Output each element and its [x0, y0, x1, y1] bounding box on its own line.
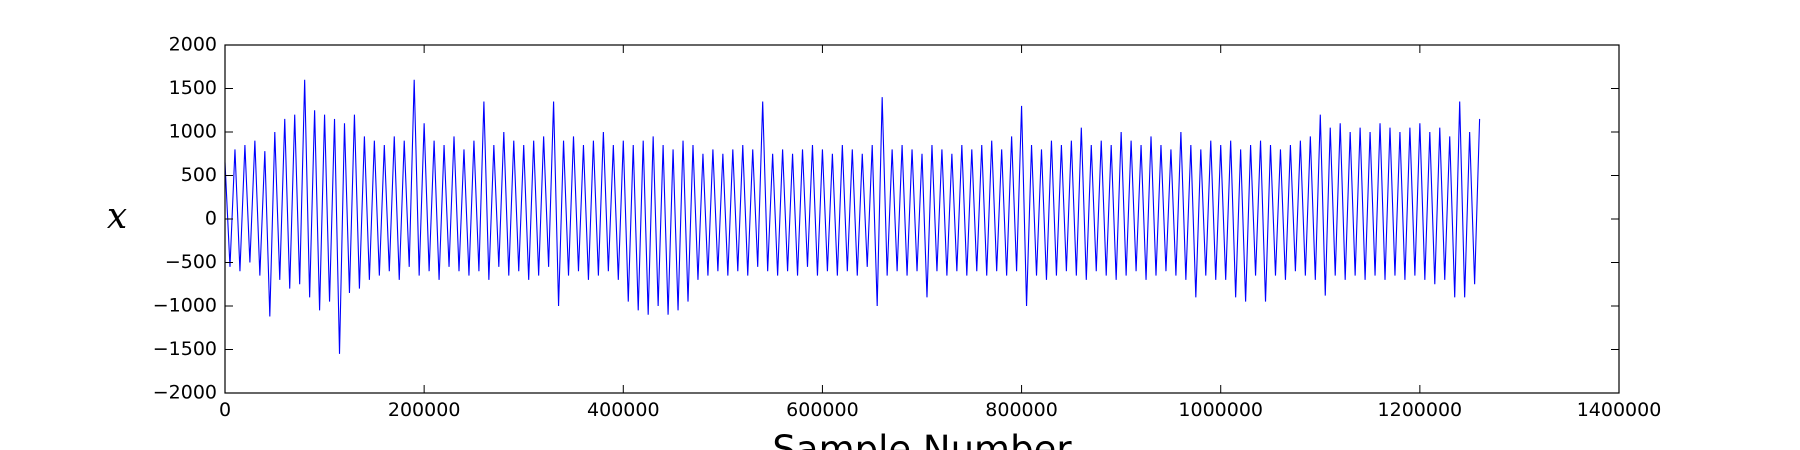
y-axis-label: x — [107, 196, 127, 237]
x-tick-label: 400000 — [587, 399, 660, 421]
y-tick-label: 2000 — [169, 34, 217, 56]
y-tick-label: 0 — [205, 208, 217, 230]
x-tick-label: 1200000 — [1378, 399, 1463, 421]
x-tick-label: 1400000 — [1577, 399, 1662, 421]
x-tick-label: 600000 — [786, 399, 859, 421]
y-tick-label: −2000 — [153, 382, 217, 404]
x-tick-label: 0 — [219, 399, 231, 421]
x-tick-label: 200000 — [388, 399, 461, 421]
y-tick-label: −500 — [165, 251, 217, 273]
plot-frame — [224, 44, 1620, 394]
x-axis-label: Sample Number — [772, 428, 1072, 450]
y-tick-label: −1500 — [153, 338, 217, 360]
y-tick-label: 500 — [181, 164, 217, 186]
data-line — [224, 79, 1481, 354]
y-tick-label: −1000 — [153, 295, 217, 317]
x-tick-label: 1000000 — [1178, 399, 1263, 421]
y-tick-label: 1500 — [169, 77, 217, 99]
x-tick-label: 800000 — [985, 399, 1058, 421]
y-tick-label: 1000 — [169, 121, 217, 143]
